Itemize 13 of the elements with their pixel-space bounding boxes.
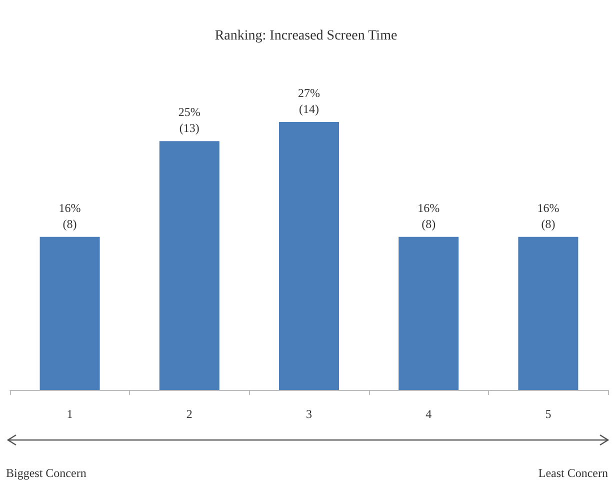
x-tick-label: 5	[545, 407, 552, 421]
x-tick-label: 3	[306, 407, 312, 421]
x-tick-label: 1	[66, 407, 73, 421]
x-tick-label: 4	[426, 407, 432, 421]
data-label: 16% (8)	[58, 200, 81, 231]
data-label: 16% (8)	[418, 200, 440, 231]
chart-title: Ranking: Increased Screen Time	[214, 28, 398, 44]
data-label: 27% (14)	[298, 86, 320, 116]
text: Biggest Concern	[6, 466, 86, 481]
text: Least Concern	[538, 466, 608, 481]
x-tick-label: 2	[186, 407, 192, 421]
data-label: 25% (13)	[178, 105, 200, 136]
data-label: 16% (8)	[537, 200, 560, 231]
